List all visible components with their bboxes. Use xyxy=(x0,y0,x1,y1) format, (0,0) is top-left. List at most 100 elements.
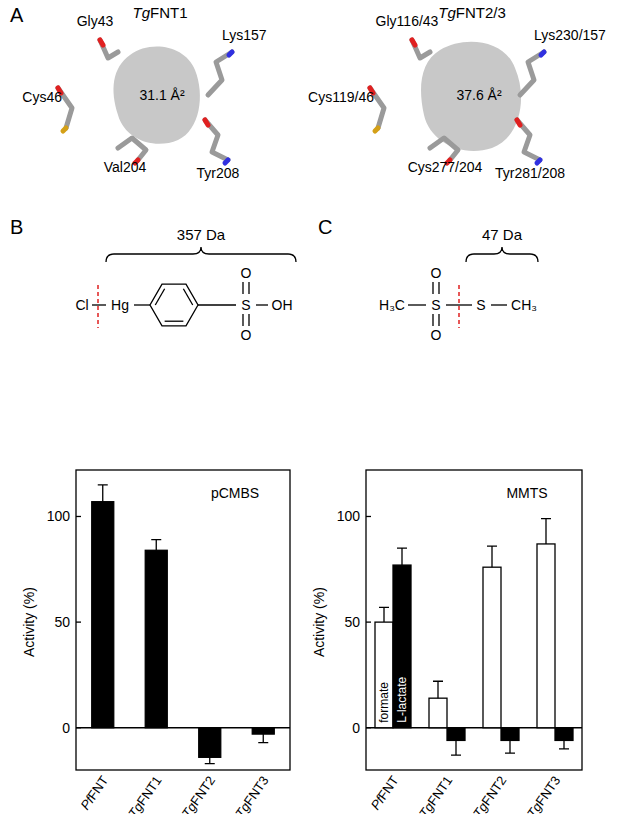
legend-label: formate xyxy=(377,682,391,723)
category-label: TgFNT2 xyxy=(470,773,510,814)
residue-stick xyxy=(412,40,430,58)
protein-name: FNT xyxy=(84,773,111,802)
marks xyxy=(375,519,573,756)
marks xyxy=(92,485,275,764)
protein-name: FNT2 xyxy=(479,773,510,808)
atom xyxy=(375,128,378,131)
bond xyxy=(491,304,507,305)
bar xyxy=(483,567,501,728)
error-bar xyxy=(379,607,389,622)
error-bar xyxy=(505,740,515,753)
atom-label: H₃C xyxy=(379,297,405,313)
atom xyxy=(100,40,103,45)
residue-label: Tyr208 xyxy=(197,165,240,181)
pore-area xyxy=(114,47,200,144)
bond xyxy=(248,314,249,326)
area-label: 37.6 Å² xyxy=(456,87,501,103)
category-label: PfFNT xyxy=(368,773,402,812)
bar xyxy=(92,502,114,728)
y-tick-label: 100 xyxy=(337,508,361,524)
area-label: 31.1 Å² xyxy=(139,87,184,103)
residue-stick xyxy=(118,138,146,160)
atom xyxy=(541,52,544,55)
bond xyxy=(198,304,236,305)
bond xyxy=(446,304,472,305)
protein-name: FNT1 xyxy=(134,773,165,808)
mass-label: 47 Da xyxy=(482,226,523,243)
residue-stick xyxy=(100,40,118,58)
bond xyxy=(438,282,439,294)
bar-chart: 050100Activity (%)pCMBSPfFNTTgFNT1TgFNT2… xyxy=(21,470,290,814)
residue-stick xyxy=(208,52,232,95)
bar xyxy=(555,728,573,741)
reagent-label: pCMBS xyxy=(211,485,259,501)
residue-label: Cys46 xyxy=(22,89,62,105)
protein-name: FNT1 xyxy=(150,4,188,21)
y-tick-label: 50 xyxy=(344,614,360,630)
y-tick xyxy=(366,516,371,517)
bar xyxy=(429,698,447,728)
bond xyxy=(256,304,268,305)
error-bar xyxy=(151,540,161,551)
y-tick-label: 0 xyxy=(62,720,70,736)
structure-title: TgFNT2/3 xyxy=(438,4,506,21)
y-axis-label: Activity (%) xyxy=(21,587,37,657)
residue-label: Lys157 xyxy=(222,27,267,43)
atom xyxy=(412,40,415,45)
bond xyxy=(432,282,433,294)
labels: PfFNTTgFNT1TgFNT2TgFNT3 xyxy=(77,773,271,814)
pore-structure: TgFNT131.1 Å²Gly43Cys46Val204Tyr208Lys15… xyxy=(22,4,267,181)
species-prefix: Tg xyxy=(132,4,150,21)
bond xyxy=(165,321,184,322)
labels: formateL-lactatePfFNTTgFNT1TgFNT2TgFNT3 xyxy=(368,676,564,814)
error-bar xyxy=(258,734,268,742)
error-bar xyxy=(397,548,407,565)
protein-name: FNT2/3 xyxy=(456,4,506,21)
error-bar xyxy=(205,757,215,763)
reagent-label: MMTS xyxy=(506,485,547,501)
residue-stick xyxy=(520,52,544,95)
y-tick xyxy=(76,621,81,622)
bond xyxy=(438,314,439,326)
y-tick-label: 50 xyxy=(54,614,70,630)
atom-label: OH xyxy=(272,297,293,313)
bond xyxy=(408,304,426,305)
error-bar xyxy=(433,681,443,698)
cleavage-line xyxy=(458,285,460,328)
pore-area xyxy=(421,42,521,151)
residue-stick xyxy=(517,120,540,160)
bar xyxy=(393,565,411,728)
molecule: ClHgSOOOH357 Da xyxy=(75,226,296,343)
category-label: TgFNT3 xyxy=(232,773,272,814)
panel-label: C xyxy=(318,216,332,238)
error-bar xyxy=(98,485,108,502)
residue-label: Gly43 xyxy=(77,13,114,29)
bar xyxy=(447,728,465,741)
bond xyxy=(242,314,243,326)
category-label: PfFNT xyxy=(77,773,111,812)
error-bar xyxy=(559,740,569,748)
y-tick xyxy=(76,516,81,517)
atom xyxy=(517,120,520,125)
figure: ATgFNT131.1 Å²Gly43Cys46Val204Tyr208Lys1… xyxy=(0,0,633,814)
category-label: TgFNT3 xyxy=(524,773,564,814)
protein-name: FNT2 xyxy=(187,773,218,808)
legend-label: L-lactate xyxy=(395,676,409,722)
y-tick xyxy=(366,621,371,622)
atom-label: Hg xyxy=(111,297,129,313)
bar xyxy=(501,728,519,741)
bond xyxy=(242,282,243,294)
atom-label: S xyxy=(241,297,250,313)
protein-name: FNT xyxy=(375,773,402,802)
plot-frame xyxy=(366,470,582,770)
category-label: TgFNT1 xyxy=(125,773,165,814)
pore-structure: TgFNT2/337.6 Å²Gly116/43Cys119/46Cys277/… xyxy=(308,4,606,181)
bond xyxy=(134,304,150,305)
bond xyxy=(432,314,433,326)
atom-label: S xyxy=(476,297,485,313)
atom-label: S xyxy=(431,297,440,313)
atom xyxy=(229,52,232,55)
y-axis-label: Activity (%) xyxy=(311,587,327,657)
protein-name: FNT3 xyxy=(533,773,564,808)
bar xyxy=(375,622,393,728)
